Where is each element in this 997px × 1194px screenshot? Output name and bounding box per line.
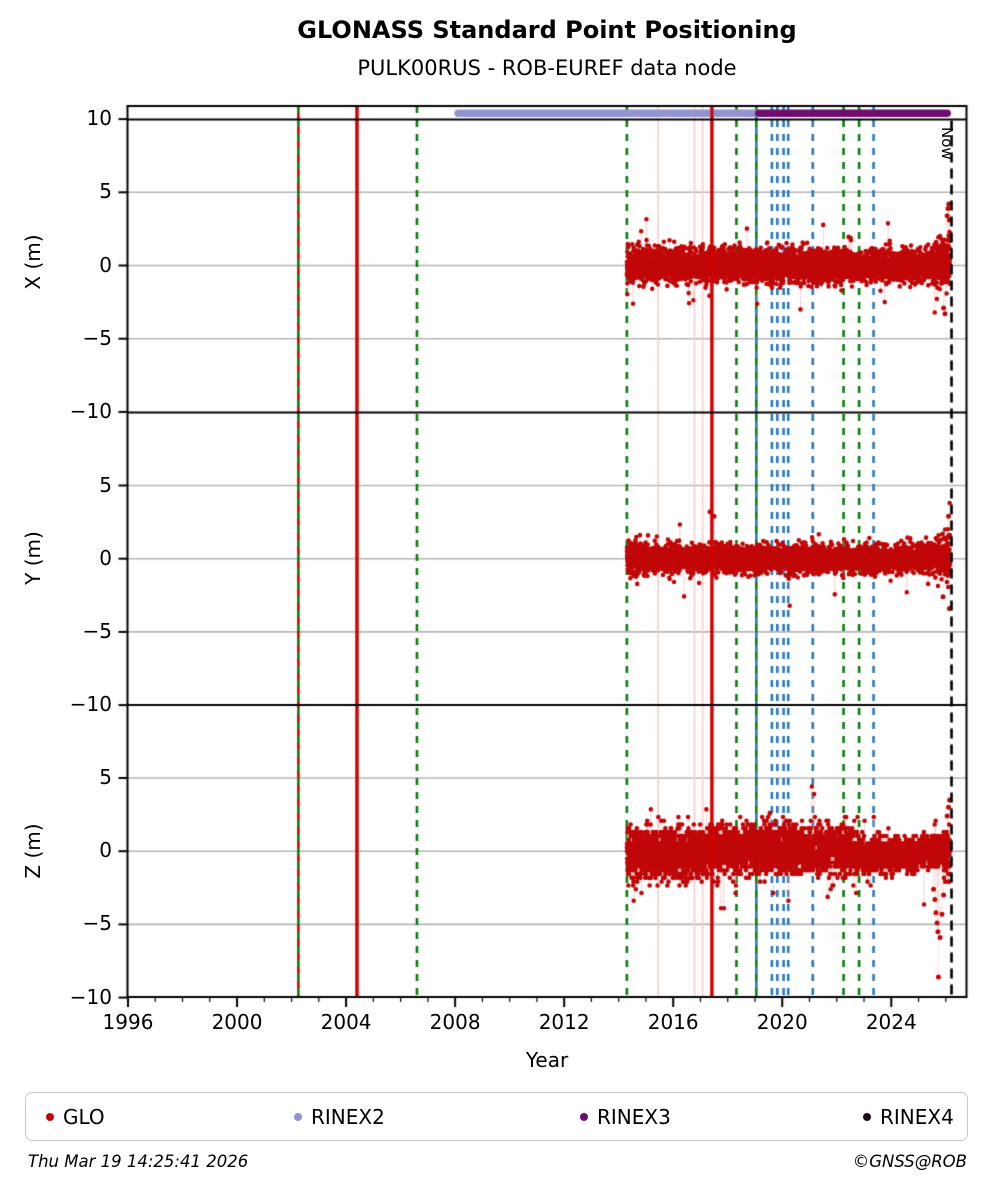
credit-label: ©GNSS@ROB (852, 1152, 967, 1171)
y-tick-label: −5 (82, 618, 112, 643)
y-tick-label: 10 (86, 106, 112, 131)
now-label: Now (938, 127, 956, 160)
x-tick-label: 2016 (647, 1010, 699, 1034)
legend-label: RINEX3 (597, 1104, 671, 1129)
legend-label: RINEX4 (880, 1104, 954, 1129)
legend-item-glo: GLO (46, 1093, 105, 1140)
x-tick-label: 2008 (429, 1010, 481, 1034)
x-axis-label: Year (525, 1048, 569, 1072)
x-tick-label: 2000 (211, 1010, 263, 1034)
legend-item-rinex3: RINEX3 (580, 1093, 671, 1140)
plot-timestamp: Thu Mar 19 14:25:41 2026 (28, 1152, 249, 1171)
legend-marker-icon (863, 1112, 871, 1121)
y-tick-label: −10 (69, 692, 112, 717)
y-tick-label: 5 (99, 765, 112, 789)
y-tick-label: 0 (99, 252, 112, 277)
x-tick-label: 2024 (865, 1010, 917, 1034)
y-tick-label: −10 (69, 984, 112, 1009)
chart-subtitle: PULK00RUS - ROB-EUREF data node (357, 56, 737, 80)
chart-title: GLONASS Standard Point Positioning (297, 16, 797, 44)
x-tick-label: 2004 (320, 1010, 372, 1034)
y-tick-label: −5 (82, 911, 112, 936)
legend-marker-icon (46, 1112, 54, 1121)
legend-item-rinex2: RINEX2 (294, 1093, 385, 1140)
legend-marker-icon (294, 1112, 302, 1121)
y-tick-label: −10 (69, 398, 112, 423)
y-axis-label-z: Z (m) (21, 823, 45, 879)
y-axis-label-x: X (m) (21, 234, 45, 290)
legend-label: RINEX2 (311, 1104, 385, 1129)
y-tick-label: −5 (82, 325, 112, 350)
legend-marker-icon (580, 1112, 588, 1121)
x-tick-label: 1996 (102, 1010, 154, 1034)
y-tick-label: 5 (99, 179, 112, 204)
legend-label: GLO (63, 1104, 105, 1129)
y-tick-label: 0 (99, 838, 112, 863)
x-tick-label: 2012 (538, 1010, 590, 1034)
y-tick-label: 5 (99, 472, 112, 497)
legend-item-rinex4: RINEX4 (863, 1093, 954, 1140)
y-tick-label: 0 (99, 545, 112, 570)
y-axis-label-y: Y (m) (21, 531, 45, 585)
x-tick-label: 2020 (756, 1010, 808, 1034)
legend: GLO RINEX2 RINEX3 RINEX4 (25, 1092, 968, 1141)
